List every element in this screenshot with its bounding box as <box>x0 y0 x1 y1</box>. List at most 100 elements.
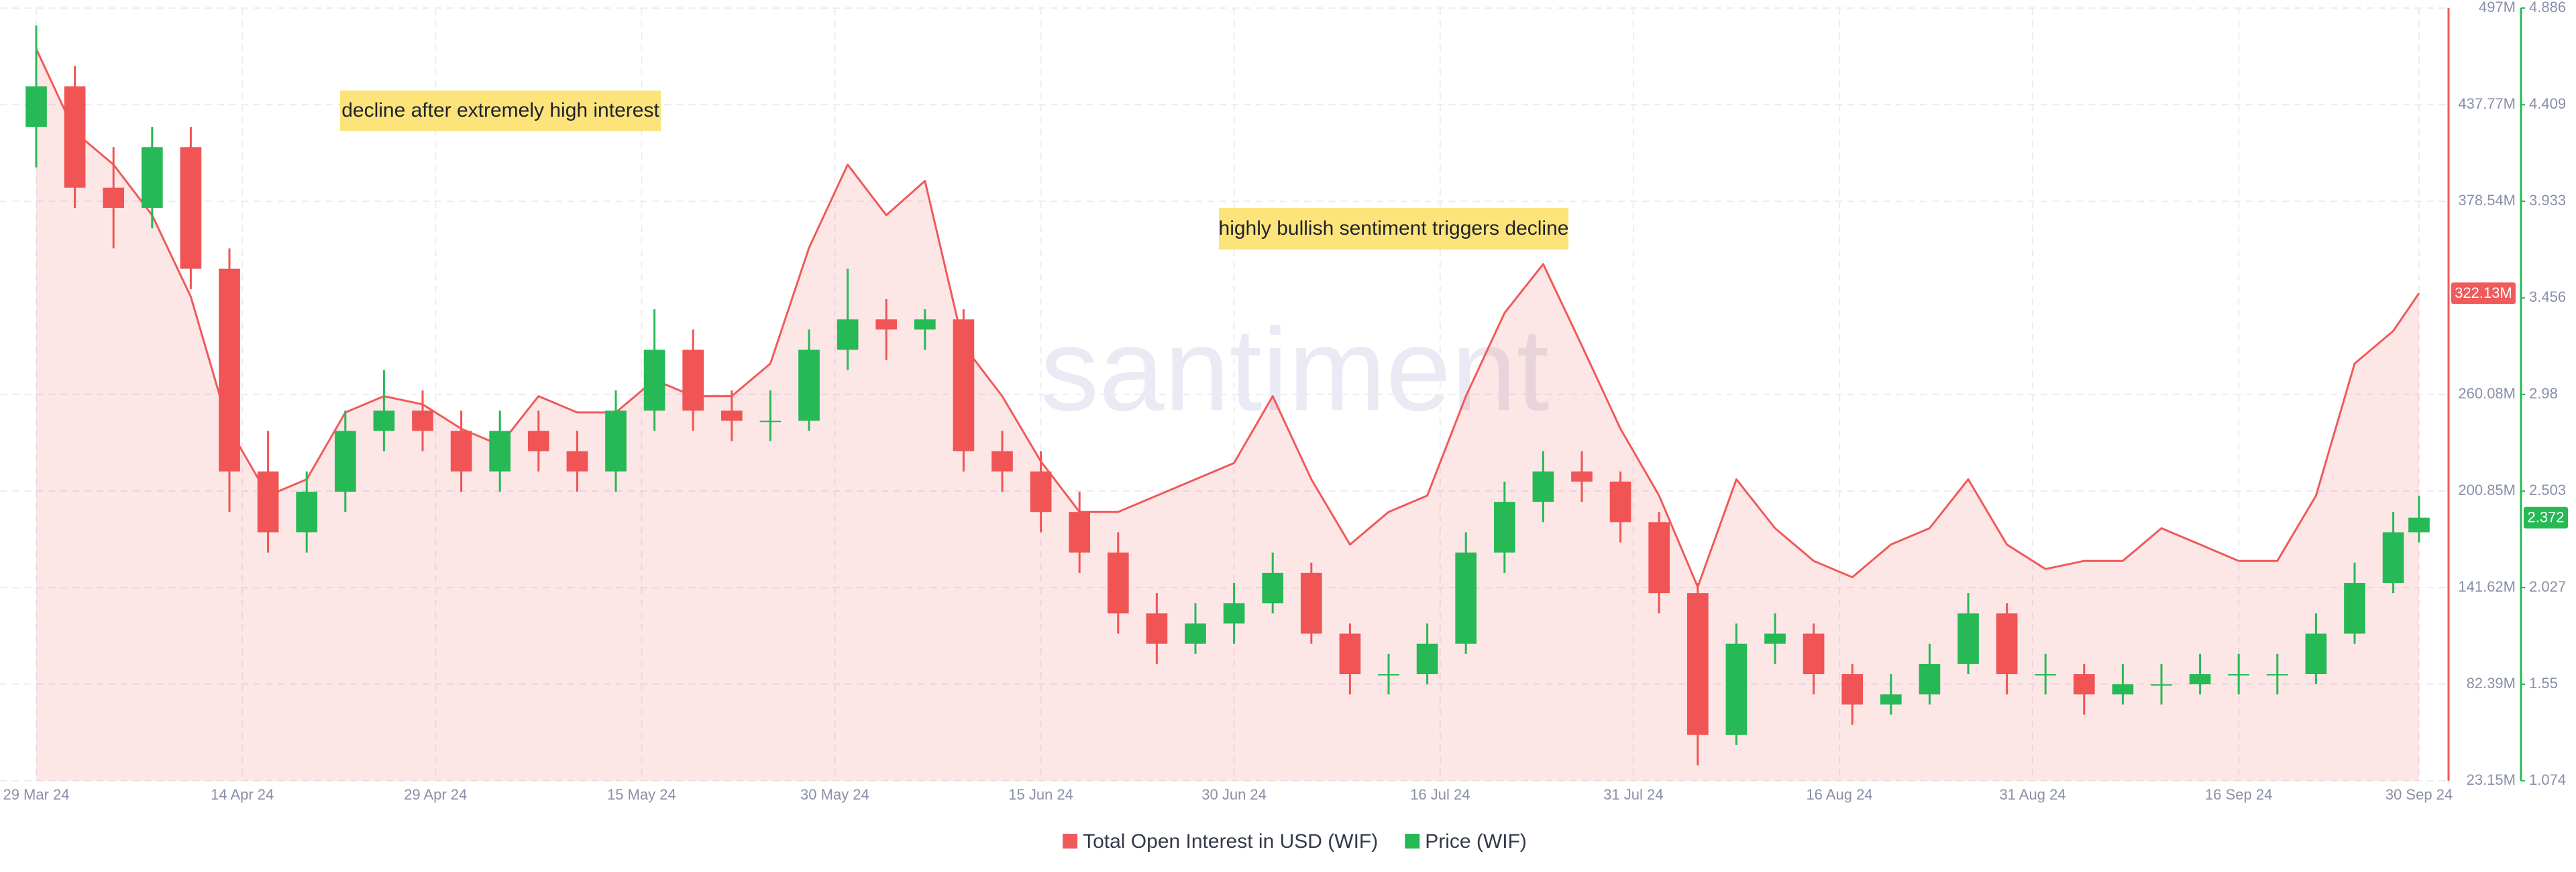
candle-body <box>1686 593 1709 735</box>
candle-body <box>1996 613 2018 675</box>
candle-body <box>64 86 86 188</box>
x-tick-label: 16 Sep 24 <box>2205 786 2272 803</box>
y2-tick-label: 2.027 <box>2529 578 2566 595</box>
candle-body <box>412 411 433 431</box>
candle-body <box>914 319 936 330</box>
candle-body <box>1957 613 1979 664</box>
candle-body <box>219 268 240 472</box>
candle-body <box>566 451 588 472</box>
candle-body <box>2266 674 2288 676</box>
candle-body <box>1532 471 1554 502</box>
candle-body <box>1262 572 1284 604</box>
x-tick-label: 15 Jun 24 <box>1008 786 1073 803</box>
candle-body <box>605 411 627 472</box>
candle-body <box>1069 512 1091 553</box>
candle-body <box>1300 572 1322 634</box>
legend-label: Price (WIF) <box>1425 830 1527 853</box>
candle-body <box>1107 552 1129 614</box>
candle-body <box>1571 471 1593 482</box>
candle-body <box>1493 502 1515 553</box>
candle-body <box>1030 471 1052 512</box>
candle-body <box>1764 633 1786 644</box>
y-tick-label: 82.39M <box>2467 675 2516 692</box>
candle-body <box>991 451 1013 472</box>
y2-tick-label: 1.074 <box>2529 771 2566 788</box>
x-tick-label: 31 Aug 24 <box>1999 786 2065 803</box>
candle-body <box>1803 633 1825 675</box>
x-tick-label: 30 May 24 <box>800 786 869 803</box>
annotation-box <box>340 91 661 131</box>
y-tick-label: 260.08M <box>2458 385 2516 402</box>
candle-body <box>1223 603 1245 624</box>
y-tick-label: 437.77M <box>2458 95 2516 112</box>
legend: Total Open Interest in USD (WIF) Price (W… <box>1063 830 1527 853</box>
candle-body <box>257 471 279 533</box>
candle-body <box>2035 674 2057 676</box>
annotation: decline after extremely high interest <box>341 99 659 121</box>
x-tick-label: 14 Apr 24 <box>211 786 274 803</box>
watermark: santiment <box>1040 305 1550 435</box>
candle-body <box>1339 633 1361 675</box>
candle-body <box>1146 613 1168 644</box>
candle-body <box>720 411 743 421</box>
candle-body <box>2112 684 2134 695</box>
y2-tick-label: 4.886 <box>2529 0 2566 15</box>
candle-body <box>2305 633 2327 675</box>
current-value-label: 322.13M <box>2455 284 2512 301</box>
candle-body <box>489 431 511 472</box>
y-tick-label: 23.15M <box>2467 771 2516 788</box>
x-tick-label: 30 Jun 24 <box>1201 786 1267 803</box>
x-tick-label: 29 Apr 24 <box>404 786 467 803</box>
candle-body <box>953 319 975 451</box>
oi-line <box>35 48 2420 588</box>
y-tick-label: 200.85M <box>2458 482 2516 498</box>
candle-body <box>875 319 898 330</box>
candle-body <box>2228 674 2250 676</box>
annotation-box <box>1219 208 1568 250</box>
annotation: highly bullish sentiment triggers declin… <box>1219 217 1569 239</box>
y2-tick-label: 3.933 <box>2529 192 2566 209</box>
x-tick-label: 16 Aug 24 <box>1806 786 1872 803</box>
candle-body <box>837 319 859 350</box>
area-fill <box>36 48 2419 781</box>
candle-body <box>373 411 395 431</box>
y-tick-label: 141.62M <box>2458 578 2516 595</box>
candle-body <box>103 187 125 208</box>
x-tick-label: 30 Sep 24 <box>2385 786 2453 803</box>
y-tick-label: 378.54M <box>2458 192 2516 209</box>
candle-body <box>1880 694 1902 705</box>
candle-body <box>1648 522 1670 594</box>
y2-tick-label: 4.409 <box>2529 95 2566 112</box>
legend-label: Total Open Interest in USD (WIF) <box>1083 830 1378 853</box>
candle-body <box>1841 674 1864 705</box>
legend-swatch <box>1405 834 1420 849</box>
candle-body <box>2382 532 2404 584</box>
candle-body <box>682 349 704 411</box>
candle-body <box>450 431 472 472</box>
candle-body <box>759 421 782 423</box>
candle-body <box>2073 674 2095 695</box>
candle-body <box>296 492 318 533</box>
y-tick-label: 497M <box>2479 0 2516 15</box>
current-value-tag <box>2451 282 2516 305</box>
x-tick-label: 16 Jul 24 <box>1410 786 1470 803</box>
candle-body <box>1725 643 1748 735</box>
candle-body <box>643 349 665 411</box>
candle-body <box>2408 517 2430 533</box>
candle-body <box>2151 684 2172 686</box>
candle-body <box>141 147 163 208</box>
candle-body <box>2344 583 2365 634</box>
y2-tick-label: 2.98 <box>2529 385 2558 402</box>
candle-body <box>1919 663 1941 695</box>
candle-body <box>1378 674 1399 676</box>
candle-body <box>180 147 202 269</box>
candle-body <box>25 86 47 127</box>
candle-body <box>1185 623 1206 644</box>
candle-body <box>1609 481 1631 523</box>
y2-tick-label: 1.55 <box>2529 675 2558 692</box>
x-tick-label: 31 Jul 24 <box>1603 786 1663 803</box>
current-price-label: 2.372 <box>2527 509 2564 526</box>
candle-body <box>334 431 356 492</box>
